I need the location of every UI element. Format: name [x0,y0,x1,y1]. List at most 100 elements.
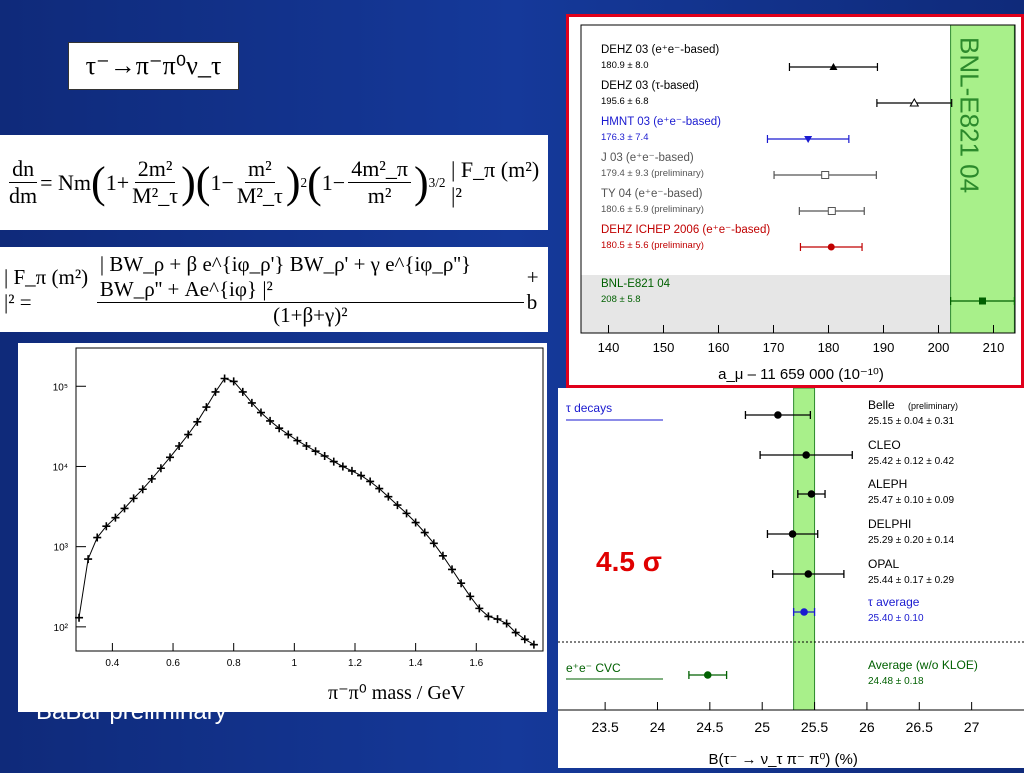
br-xlabel: B(τ⁻ → ν_τ π⁻ π⁰) (%) [708,751,857,768]
br-entry-value: 24.48 ± 0.18 [868,676,924,687]
amu-marker [829,63,838,70]
spectrum-data-point [448,565,457,574]
spectrum-data-point [475,604,484,613]
equation-1: dn dm = Nm (1+ 2m² M²_τ) (1− m² M²_τ) 2 (1− 4m… [0,135,548,230]
eq1-f3: 4m²_π m² [348,156,412,209]
spectrum-data-point [484,612,493,621]
br-xtick-label: 23.5 [591,719,618,735]
amu-entry-name: DEHZ 03 (τ-based) [601,80,699,92]
spectrum-data-point [375,484,384,493]
spectrum-data-point [357,471,366,480]
spectrum-data-point [220,374,229,383]
spectrum-xtick-label: 0.4 [105,658,119,669]
spectrum-data-point [238,387,247,396]
amu-frame [580,24,1016,334]
significance-label: 4.5 σ [596,546,662,577]
spectrum-data-point [202,403,211,412]
br-xtick-label: 26.5 [906,719,933,735]
amu-xtick-label: 210 [983,340,1005,355]
spectrum-data-point [211,387,220,396]
amu-entry-name: DEHZ 03 (e⁺e⁻-based) [601,44,719,56]
eq1-f1-den: M²_τ [132,183,179,208]
eq1-f1-num: 2m² [134,156,176,183]
amu-xtick-label: 190 [873,340,895,355]
amu-xtick-label: 170 [763,340,785,355]
amu-xlabel: a_μ – 11 659 000 (10⁻¹⁰) [718,366,884,383]
spectrum-data-point [102,522,111,531]
spectrum-data-point [93,533,102,542]
eq1-f3-den: m² [367,183,392,208]
spectrum-data-point [384,492,393,501]
amu-entry-value: 180.9 ± 8.0 [601,60,648,71]
br-marker [703,671,712,679]
spectrum-data-point [329,457,338,466]
br-entry-value: 25.42 ± 0.12 ± 0.42 [868,456,954,467]
mass-axis-label: π⁻π⁰ mass / GeV [322,680,472,705]
eq1-f3-num: 4m²_π [348,156,412,183]
amu-bnl-region [581,275,1015,333]
br-entry-name: CLEO [868,438,901,452]
spectrum-ytick-label: 10³ [54,543,69,554]
spectrum-data-point [247,398,256,407]
spectrum-xtick-label: 1 [292,658,298,669]
spectrum-ytick-label: 10⁵ [53,382,68,393]
eq1-f2: m² M²_τ [237,156,283,209]
br-entry-value: 25.29 ± 0.20 ± 0.14 [868,535,954,546]
spectrum-data-point [166,453,175,462]
branching-ratio-plot: 23.5 24 24.5 25 25.5 26 26.5 27 B(τ⁻ → ν_τ π⁻ π⁰… [558,387,1024,768]
br-entry-value: 25.40 ± 0.10 [868,613,924,624]
br-section-tau: τ decays [566,401,612,415]
spectrum-data-point [511,628,520,637]
amu-entry-name: BNL-E821 04 [601,278,671,290]
br-entry-name: τ average [868,595,920,609]
eq2-lhs: | F_π (m²) |² = [4,264,89,314]
eq1-rhs: | F_π (m²) |² [451,156,540,208]
spectrum-data-point [457,579,466,588]
br-entry-name: Average (w/o KLOE) [868,658,978,672]
eq1-nm: Nm [58,169,92,195]
spectrum-data-point [275,424,284,433]
spectrum-data-point [420,528,429,537]
amu-entry-name: DEHZ ICHEP 2006 (e⁺e⁻-based) [601,224,770,236]
br-xtick-label: 25 [754,719,770,735]
amu-entry-value: 179.4 ± 9.3 (preliminary) [601,168,704,179]
eq2-fraction: | BW_ρ + β e^{iφ_ρ'} BW_ρ' + γ e^{iφ_ρ''… [96,252,524,328]
spectrum-data-point [393,501,402,510]
spectrum-data-point [75,613,84,622]
br-marker [807,490,816,498]
amu-svg: BNL-E821 04 140 150 160 170 180 190 200 210 a_μ –… [580,24,1016,383]
eq1-lhs-num: dn [9,156,38,183]
br-entry-value: 25.47 ± 0.10 ± 0.09 [868,495,954,506]
br-xtick-label: 25.5 [801,719,828,735]
eq2-numerator: | BW_ρ + β e^{iφ_ρ'} BW_ρ' + γ e^{iφ_ρ''… [96,252,524,303]
amu-marker [821,171,830,179]
br-entry-name: DELPHI [868,517,911,531]
spectrum-ytick-label: 10² [54,623,69,634]
spectrum-data-point [366,477,375,486]
spectrum-data-point [229,377,238,386]
spectrum-data-point [429,539,438,548]
amu-entry-name: HMNT 03 (e⁺e⁻-based) [601,116,721,128]
spectrum-data-point [129,494,138,503]
spectrum-fit-line [78,377,535,646]
spectrum-data-point [256,408,265,417]
br-xtick-label: 24.5 [696,719,723,735]
amu-entry-value: 176.3 ± 7.4 [601,132,648,143]
spectrum-data-point [175,441,184,450]
amu-xtick-label: 180 [818,340,840,355]
br-xtick-label: 27 [964,719,980,735]
br-entry-name: ALEPH [868,477,907,491]
br-section-ee: e⁺e⁻ CVC [566,661,621,675]
spectrum-data-point [184,430,193,439]
eq1-f2-den: M²_τ [236,183,283,208]
spectrum-data-point [520,635,529,644]
equation-2: | F_π (m²) |² = | BW_ρ + β e^{iφ_ρ'} BW_… [0,247,548,332]
amu-band [950,24,1015,334]
spectrum-xtick-label: 1.2 [348,658,362,669]
decay-title-text: τ⁻→π⁻π⁰ν_τ [85,51,222,80]
mass-spectrum-plot: 0.4 0.6 0.8 1 1.2 1.4 1.6 10² 10³ 10⁴ 10⁵ [18,343,547,712]
eq1-f1: 2m² M²_τ [132,156,178,209]
br-marker [788,530,797,538]
spectrum-data-point [266,416,275,425]
br-marker [800,608,808,616]
